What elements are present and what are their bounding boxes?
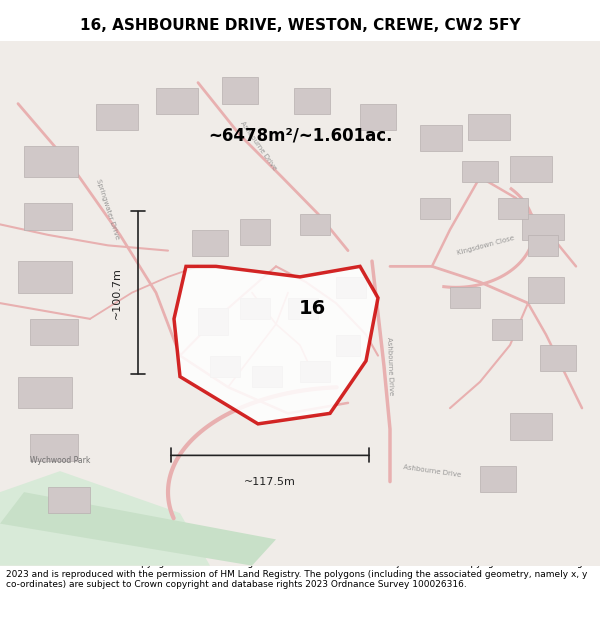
Polygon shape bbox=[0, 492, 276, 566]
Text: ~100.7m: ~100.7m bbox=[112, 267, 122, 319]
Text: ~117.5m: ~117.5m bbox=[244, 477, 296, 487]
Polygon shape bbox=[462, 161, 498, 182]
Text: ~6478m²/~1.601ac.: ~6478m²/~1.601ac. bbox=[208, 126, 392, 144]
Polygon shape bbox=[18, 377, 72, 408]
Text: Kingsdown Close: Kingsdown Close bbox=[457, 235, 515, 256]
Polygon shape bbox=[252, 366, 282, 387]
Polygon shape bbox=[24, 203, 72, 229]
Text: Contains OS data © Crown copyright and database right 2021. This information is : Contains OS data © Crown copyright and d… bbox=[6, 559, 596, 589]
Polygon shape bbox=[420, 124, 462, 151]
Text: 16: 16 bbox=[298, 299, 326, 318]
Text: Springwater Drive: Springwater Drive bbox=[95, 177, 121, 239]
Polygon shape bbox=[24, 146, 78, 177]
Polygon shape bbox=[492, 319, 522, 340]
Text: Ashbourne Drive: Ashbourne Drive bbox=[386, 337, 394, 396]
Polygon shape bbox=[192, 229, 228, 256]
Polygon shape bbox=[156, 88, 198, 114]
Polygon shape bbox=[498, 198, 528, 219]
Polygon shape bbox=[540, 345, 576, 371]
Polygon shape bbox=[510, 156, 552, 182]
Polygon shape bbox=[96, 104, 138, 130]
Polygon shape bbox=[222, 78, 258, 104]
Polygon shape bbox=[468, 114, 510, 141]
Polygon shape bbox=[198, 308, 228, 334]
Polygon shape bbox=[174, 266, 378, 424]
Polygon shape bbox=[336, 334, 360, 356]
Polygon shape bbox=[30, 319, 78, 345]
Polygon shape bbox=[480, 466, 516, 492]
Polygon shape bbox=[240, 298, 270, 319]
Polygon shape bbox=[288, 298, 318, 319]
Polygon shape bbox=[360, 104, 396, 130]
Polygon shape bbox=[522, 214, 564, 240]
Text: Ashbourne Drive: Ashbourne Drive bbox=[403, 464, 461, 478]
Polygon shape bbox=[48, 487, 90, 513]
Text: Wychwood Park: Wychwood Park bbox=[30, 456, 90, 465]
Polygon shape bbox=[0, 41, 600, 566]
Polygon shape bbox=[528, 235, 558, 256]
Polygon shape bbox=[210, 356, 240, 377]
Polygon shape bbox=[294, 88, 330, 114]
Text: Map shows position and indicative extent of the property.: Map shows position and indicative extent… bbox=[120, 59, 480, 72]
Polygon shape bbox=[0, 471, 210, 566]
Polygon shape bbox=[420, 198, 450, 219]
Text: 16, ASHBOURNE DRIVE, WESTON, CREWE, CW2 5FY: 16, ASHBOURNE DRIVE, WESTON, CREWE, CW2 … bbox=[80, 18, 520, 33]
Text: Ashbourne Drive: Ashbourne Drive bbox=[239, 120, 277, 171]
Polygon shape bbox=[30, 434, 78, 461]
Polygon shape bbox=[510, 413, 552, 439]
Polygon shape bbox=[336, 277, 366, 298]
Polygon shape bbox=[240, 219, 270, 246]
Polygon shape bbox=[18, 261, 72, 292]
Polygon shape bbox=[300, 214, 330, 235]
Polygon shape bbox=[300, 361, 330, 382]
Polygon shape bbox=[528, 277, 564, 303]
Polygon shape bbox=[450, 288, 480, 308]
